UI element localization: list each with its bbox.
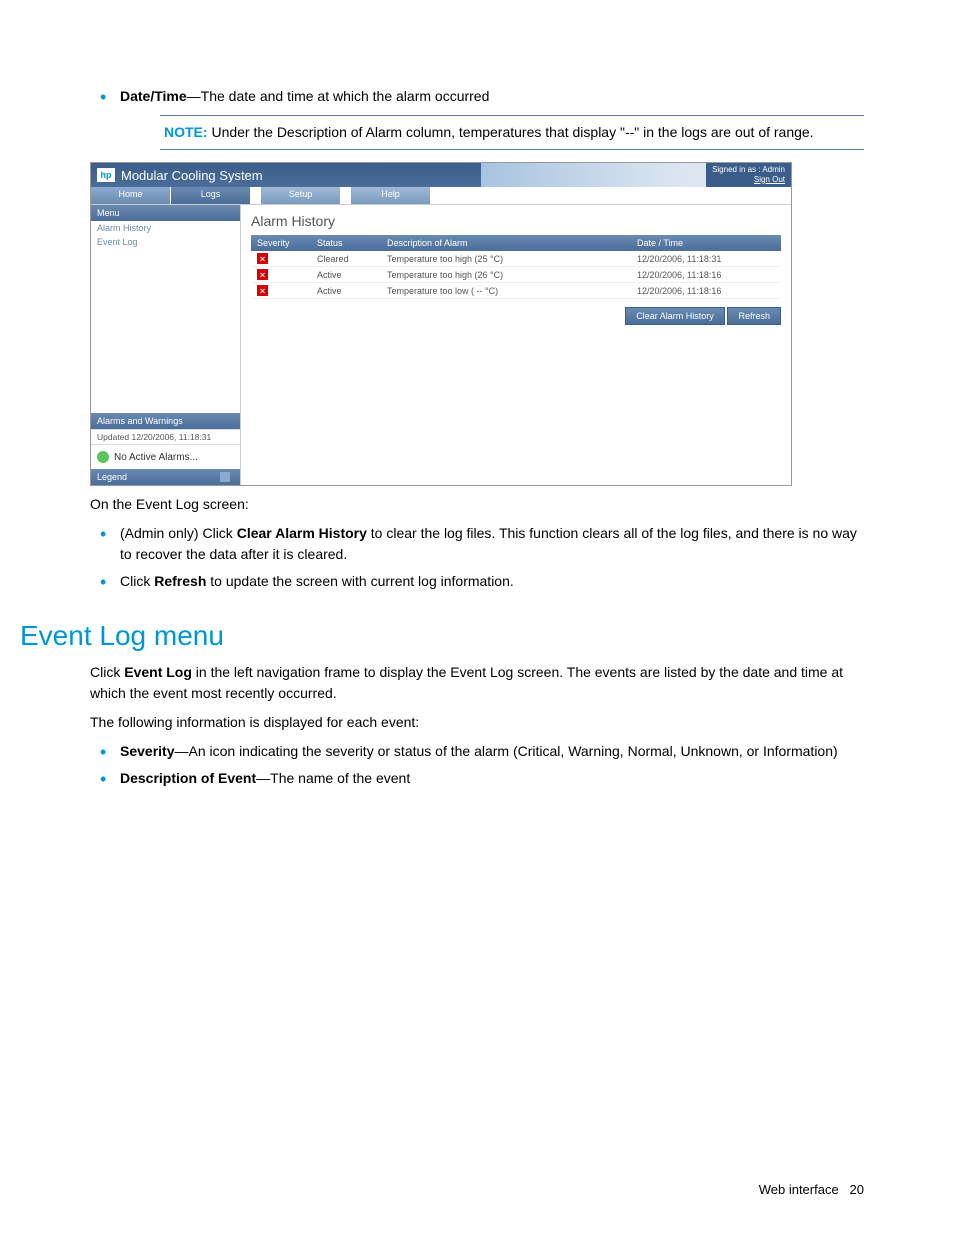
button-row: Clear Alarm History Refresh xyxy=(251,307,781,325)
text: —An icon indicating the severity or stat… xyxy=(174,743,837,759)
sidebar-updated: Updated 12/20/2006, 11:18:31 xyxy=(91,429,240,444)
refresh-bullet: Click Refresh to update the screen with … xyxy=(120,571,864,592)
refresh-label: Refresh xyxy=(154,573,206,589)
severity-bullet: Severity—An icon indicating the severity… xyxy=(120,741,864,762)
sidebar-menu-head: Menu xyxy=(91,205,240,221)
datetime-text: —The date and time at which the alarm oc… xyxy=(187,88,490,104)
critical-icon: × xyxy=(257,253,268,264)
clear-history-bullet: (Admin only) Click Clear Alarm History t… xyxy=(120,523,864,565)
text: —The name of the event xyxy=(256,770,410,786)
col-description: Description of Alarm xyxy=(381,235,631,251)
tab-bar: Home Logs Setup Help xyxy=(91,187,791,205)
description-bullet: Description of Event—The name of the eve… xyxy=(120,768,864,789)
tab-logs[interactable]: Logs xyxy=(171,187,251,204)
footer-page: 20 xyxy=(850,1182,864,1197)
datetime-bullet: Date/Time—The date and time at which the… xyxy=(120,86,864,107)
event-log-label: Event Log xyxy=(124,664,192,680)
severity-label: Severity xyxy=(120,743,174,759)
col-status: Status xyxy=(311,235,381,251)
description-label: Description of Event xyxy=(120,770,256,786)
cell-dt: 12/20/2006, 11:18:16 xyxy=(631,267,781,283)
alarm-table: Severity Status Description of Alarm Dat… xyxy=(251,235,781,299)
note-label: NOTE: xyxy=(164,124,208,140)
refresh-button[interactable]: Refresh xyxy=(727,307,781,325)
cell-desc: Temperature too high (26 °C) xyxy=(381,267,631,283)
cell-status: Active xyxy=(311,283,381,299)
sidebar-item-alarm-history[interactable]: Alarm History xyxy=(91,221,240,235)
footer-label: Web interface xyxy=(759,1182,839,1197)
datetime-label: Date/Time xyxy=(120,88,187,104)
sidebar-alarms-head: Alarms and Warnings xyxy=(91,413,240,429)
app-title: Modular Cooling System xyxy=(121,168,263,183)
datetime-list: Date/Time—The date and time at which the… xyxy=(90,86,864,107)
sign-out-link[interactable]: Sign Out xyxy=(712,175,785,185)
critical-icon: × xyxy=(257,269,268,280)
note-box: NOTE: Under the Description of Alarm col… xyxy=(160,115,864,150)
text: in the left navigation frame to display … xyxy=(90,664,843,701)
section-p2: The following information is displayed f… xyxy=(90,712,864,733)
cell-desc: Temperature too high (25 °C) xyxy=(381,251,631,267)
app-body: Menu Alarm History Event Log Alarms and … xyxy=(91,205,791,485)
text: to update the screen with current log in… xyxy=(206,573,513,589)
no-active-alarms-row: No Active Alarms... xyxy=(91,444,240,469)
page-footer: Web interface 20 xyxy=(759,1182,864,1197)
main-panel: Alarm History Severity Status Descriptio… xyxy=(241,205,791,485)
section-heading: Event Log menu xyxy=(20,620,864,652)
hp-logo-icon: hp xyxy=(97,168,115,182)
sidebar-item-event-log[interactable]: Event Log xyxy=(91,235,240,249)
section-p1: Click Event Log in the left navigation f… xyxy=(90,662,864,704)
main-title: Alarm History xyxy=(251,213,781,229)
table-row: × Active Temperature too low ( -- °C) 12… xyxy=(251,283,781,299)
sidebar: Menu Alarm History Event Log Alarms and … xyxy=(91,205,241,485)
clear-alarm-history-button[interactable]: Clear Alarm History xyxy=(625,307,725,325)
user-box: Signed in as : Admin Sign Out xyxy=(706,163,791,187)
cell-status: Active xyxy=(311,267,381,283)
app-header: hp Modular Cooling System Signed in as :… xyxy=(91,163,791,187)
legend-label: Legend xyxy=(97,472,127,482)
signed-in-label: Signed in as : Admin xyxy=(712,165,785,175)
cell-desc: Temperature too low ( -- °C) xyxy=(381,283,631,299)
note-text: Under the Description of Alarm column, t… xyxy=(211,124,813,140)
app-screenshot: hp Modular Cooling System Signed in as :… xyxy=(90,162,792,486)
critical-icon: × xyxy=(257,285,268,296)
ok-icon xyxy=(97,451,109,463)
tab-setup[interactable]: Setup xyxy=(261,187,341,204)
text: (Admin only) Click xyxy=(120,525,237,541)
cell-dt: 12/20/2006, 11:18:16 xyxy=(631,283,781,299)
no-active-alarms-label: No Active Alarms... xyxy=(114,452,198,463)
col-datetime: Date / Time xyxy=(631,235,781,251)
post-shot-list: (Admin only) Click Clear Alarm History t… xyxy=(90,523,864,592)
table-row: × Cleared Temperature too high (25 °C) 1… xyxy=(251,251,781,267)
text: Click xyxy=(90,664,124,680)
post-shot-line: On the Event Log screen: xyxy=(90,494,864,515)
col-severity: Severity xyxy=(251,235,311,251)
clear-history-label: Clear Alarm History xyxy=(237,525,367,541)
tab-help[interactable]: Help xyxy=(351,187,431,204)
text: Click xyxy=(120,573,154,589)
sidebar-legend[interactable]: Legend xyxy=(91,469,240,485)
cell-dt: 12/20/2006, 11:18:31 xyxy=(631,251,781,267)
tab-home[interactable]: Home xyxy=(91,187,171,204)
section-list: Severity—An icon indicating the severity… xyxy=(90,741,864,789)
expand-icon xyxy=(220,472,230,482)
cell-status: Cleared xyxy=(311,251,381,267)
table-row: × Active Temperature too high (26 °C) 12… xyxy=(251,267,781,283)
